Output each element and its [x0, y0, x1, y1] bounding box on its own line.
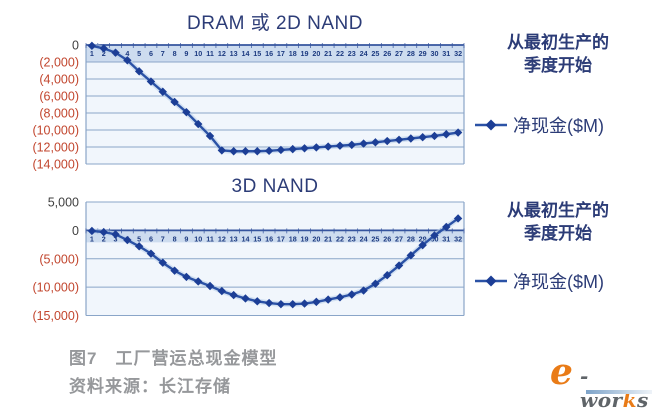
svg-text:(6,000): (6,000): [39, 90, 79, 104]
chart1-canvas: 0 (2,000) (4,000) (6,000) (8,000) (10,000) (12…: [32, 39, 465, 172]
svg-text:12: 12: [218, 234, 226, 243]
svg-text:21: 21: [324, 234, 332, 243]
svg-text:25: 25: [371, 234, 379, 243]
svg-text:17: 17: [277, 234, 285, 243]
chart2-legend: 净现金($M): [474, 268, 604, 294]
figure-source: 资料来源：长江存储: [69, 377, 231, 396]
svg-text:26: 26: [383, 234, 391, 243]
logo-underline: [586, 390, 652, 394]
svg-text:4: 4: [125, 49, 129, 58]
svg-text:16: 16: [265, 234, 273, 243]
svg-text:28: 28: [407, 49, 415, 58]
logo-text: s: [636, 388, 649, 408]
svg-text:3: 3: [114, 234, 118, 243]
svg-text:16: 16: [265, 49, 273, 58]
svg-text:29: 29: [419, 234, 427, 243]
chart1-axis-note: 从最初生产的 季度开始: [472, 31, 644, 77]
svg-text:19: 19: [301, 49, 309, 58]
svg-text:6: 6: [149, 49, 153, 58]
svg-text:5,000: 5,000: [48, 196, 79, 210]
svg-text:0: 0: [72, 224, 79, 238]
svg-text:(12,000): (12,000): [32, 141, 79, 155]
svg-text:25: 25: [371, 49, 379, 58]
chart2-axis-note: 从最初生产的 季度开始: [472, 199, 644, 245]
svg-text:9: 9: [184, 49, 188, 58]
svg-text:5: 5: [137, 49, 141, 58]
svg-text:11: 11: [206, 234, 214, 243]
svg-text:18: 18: [289, 234, 297, 243]
svg-text:9: 9: [184, 234, 188, 243]
svg-text:29: 29: [419, 49, 427, 58]
svg-text:32: 32: [454, 234, 462, 243]
svg-text:14: 14: [241, 49, 249, 58]
note-line: 从最初生产的: [507, 33, 609, 52]
svg-text:10: 10: [194, 49, 202, 58]
svg-text:32: 32: [454, 49, 462, 58]
legend-line-marker-icon: [475, 119, 507, 131]
svg-text:5: 5: [137, 234, 141, 243]
svg-text:(10,000): (10,000): [32, 281, 79, 295]
svg-text:(8,000): (8,000): [39, 107, 79, 121]
svg-text:23: 23: [348, 234, 356, 243]
svg-text:24: 24: [360, 49, 368, 58]
svg-text:7: 7: [161, 49, 165, 58]
svg-text:17: 17: [277, 49, 285, 58]
svg-text:31: 31: [442, 234, 450, 243]
svg-text:22: 22: [336, 49, 344, 58]
svg-text:(5,000): (5,000): [39, 252, 79, 266]
svg-text:11: 11: [206, 49, 214, 58]
note-line: 季度开始: [524, 224, 592, 243]
svg-text:8: 8: [173, 234, 177, 243]
svg-text:28: 28: [407, 234, 415, 243]
svg-text:27: 27: [395, 234, 403, 243]
logo-text: -wor: [580, 364, 623, 408]
svg-text:13: 13: [230, 234, 238, 243]
svg-text:(10,000): (10,000): [32, 124, 79, 138]
svg-text:23: 23: [348, 49, 356, 58]
svg-text:1: 1: [90, 49, 94, 58]
svg-text:8: 8: [173, 49, 177, 58]
svg-text:19: 19: [301, 234, 309, 243]
svg-text:21: 21: [324, 49, 332, 58]
svg-text:(14,000): (14,000): [32, 158, 79, 172]
svg-text:6: 6: [149, 234, 153, 243]
chart1-title: DRAM 或 2D NAND: [187, 13, 363, 34]
svg-text:27: 27: [395, 49, 403, 58]
svg-text:(2,000): (2,000): [39, 56, 79, 70]
chart2-canvas: 5,0000(5,000)(10,000)(15,000)12345678910…: [32, 196, 465, 323]
chart2-legend-label: 净现金($M): [513, 272, 604, 292]
svg-text:24: 24: [360, 234, 368, 243]
chart1-legend: 净现金($M): [474, 112, 604, 138]
svg-text:13: 13: [230, 49, 238, 58]
logo-e-glyph: e: [550, 351, 573, 393]
eworks-logo: e -works: [550, 351, 656, 408]
svg-text:14: 14: [241, 234, 249, 243]
legend-line-marker-icon: [475, 275, 507, 287]
svg-text:15: 15: [253, 49, 261, 58]
note-line: 季度开始: [524, 56, 592, 75]
svg-text:20: 20: [312, 234, 320, 243]
figure-caption: 图7 工厂营运总现金模型: [69, 349, 278, 368]
svg-text:0: 0: [72, 39, 79, 53]
chart1-legend-label: 净现金($M): [513, 116, 604, 136]
chart2-title: 3D NAND: [231, 176, 319, 197]
svg-text:7: 7: [161, 234, 165, 243]
svg-text:2: 2: [102, 234, 106, 243]
logo-wordmark: -works: [580, 364, 656, 408]
svg-text:12: 12: [218, 49, 226, 58]
svg-text:22: 22: [336, 234, 344, 243]
svg-text:20: 20: [312, 49, 320, 58]
svg-text:15: 15: [253, 234, 261, 243]
svg-text:26: 26: [383, 49, 391, 58]
svg-text:31: 31: [442, 49, 450, 58]
svg-text:30: 30: [430, 49, 438, 58]
svg-text:(15,000): (15,000): [32, 309, 79, 323]
svg-text:1: 1: [90, 234, 94, 243]
svg-text:(4,000): (4,000): [39, 73, 79, 87]
svg-text:18: 18: [289, 49, 297, 58]
svg-text:2: 2: [102, 49, 106, 58]
svg-text:10: 10: [194, 234, 202, 243]
note-line: 从最初生产的: [507, 201, 609, 220]
